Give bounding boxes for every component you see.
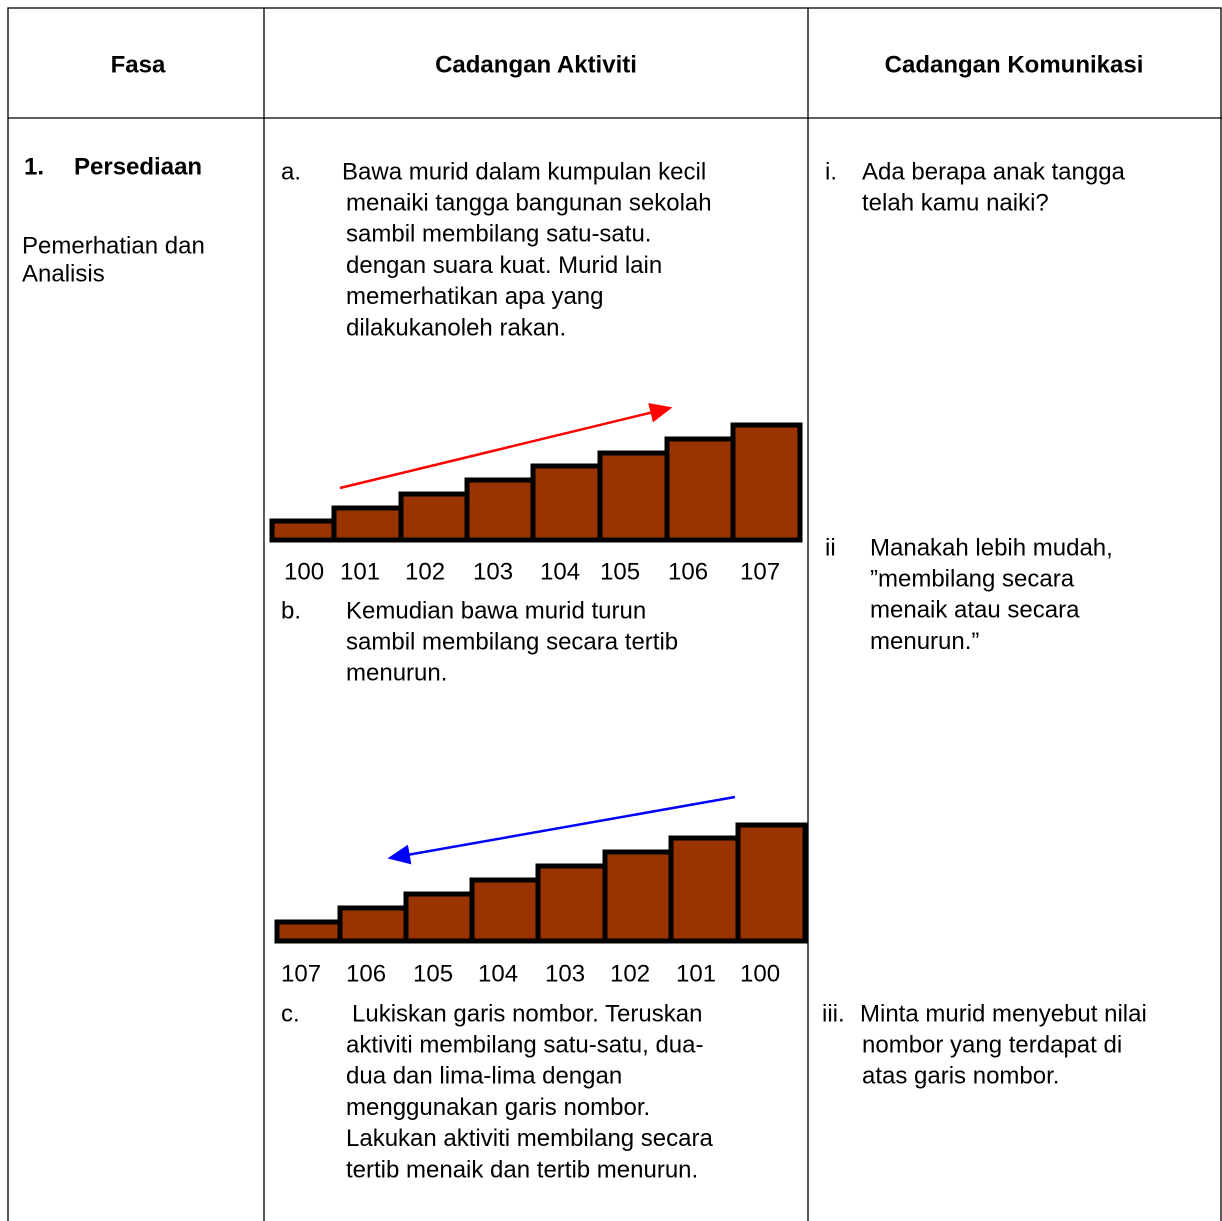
step-label: 106 [346,960,386,987]
step-label: 100 [284,558,324,585]
phase-title: Persediaan [74,153,202,180]
activity-text: dua dan lima-lima dengan [346,1063,622,1090]
activity-text: memerhatikan apa yang [346,283,603,310]
phase-number: 1. [24,153,44,180]
step-label: 100 [740,960,780,987]
activity-text: Bawa murid dalam kumpulan kecil [342,158,706,185]
activity-marker: b. [281,597,301,624]
activity-text: sambil membilang satu-satu. [346,221,651,248]
activity-text: menurun. [346,660,447,687]
activity-text: dengan suara kuat. Murid lain [346,252,662,279]
question-text: Manakah lebih mudah, [870,534,1113,561]
step-label: 101 [340,558,380,585]
step-label: 103 [473,558,513,585]
question-text: atas garis nombor. [862,1063,1059,1090]
step-label: 106 [668,558,708,585]
question-marker: i. [825,158,837,185]
question-text: menaik atau secara [870,597,1080,624]
question-text: nombor yang terdapat di [862,1032,1122,1059]
step-label: 102 [610,960,650,987]
table-grid [7,7,1222,1221]
step-label: 103 [545,960,585,987]
header-cell: Cadangan Komunikasi [885,51,1144,78]
activity-text: menggunakan garis nombor. [346,1094,650,1121]
phase-subtitle: Pemerhatian dan [22,232,205,259]
step-label: 107 [281,960,321,987]
phase-subtitle: Analisis [22,260,105,287]
question-text: Minta murid menyebut nilai [860,1000,1147,1027]
step-label: 105 [600,558,640,585]
question-marker: iii. [822,1000,845,1027]
question-text: telah kamu naiki? [862,190,1049,217]
staircase-down [274,795,808,944]
activity-marker: c. [281,1000,300,1027]
header-cell: Cadangan Aktiviti [435,51,637,78]
step-label: 107 [740,558,780,585]
activity-marker: a. [281,158,301,185]
step-label: 105 [413,960,453,987]
activity-text: Lakukan aktiviti membilang secara [346,1125,713,1152]
activity-text: dilakukanoleh rakan. [346,314,566,341]
step-label: 104 [540,558,580,585]
activity-text: Kemudian bawa murid turun [346,597,646,624]
activity-text: tertib menaik dan tertib menurun. [346,1156,698,1183]
staircase-up [269,402,803,543]
header-cell: Fasa [111,51,166,78]
activity-text: aktiviti membilang satu-satu, dua- [346,1032,704,1059]
question-text: Ada berapa anak tangga [862,158,1126,185]
question-text: menurun.” [870,628,979,655]
activity-text: sambil membilang secara tertib [346,629,678,656]
step-label: 104 [478,960,518,987]
activity-text: Lukiskan garis nombor. Teruskan [352,1000,702,1027]
step-label: 102 [405,558,445,585]
activity-text: menaiki tangga bangunan sekolah [346,190,712,217]
question-text: ”membilang secara [870,566,1075,593]
step-label: 101 [676,960,716,987]
question-marker: ii [825,534,836,561]
